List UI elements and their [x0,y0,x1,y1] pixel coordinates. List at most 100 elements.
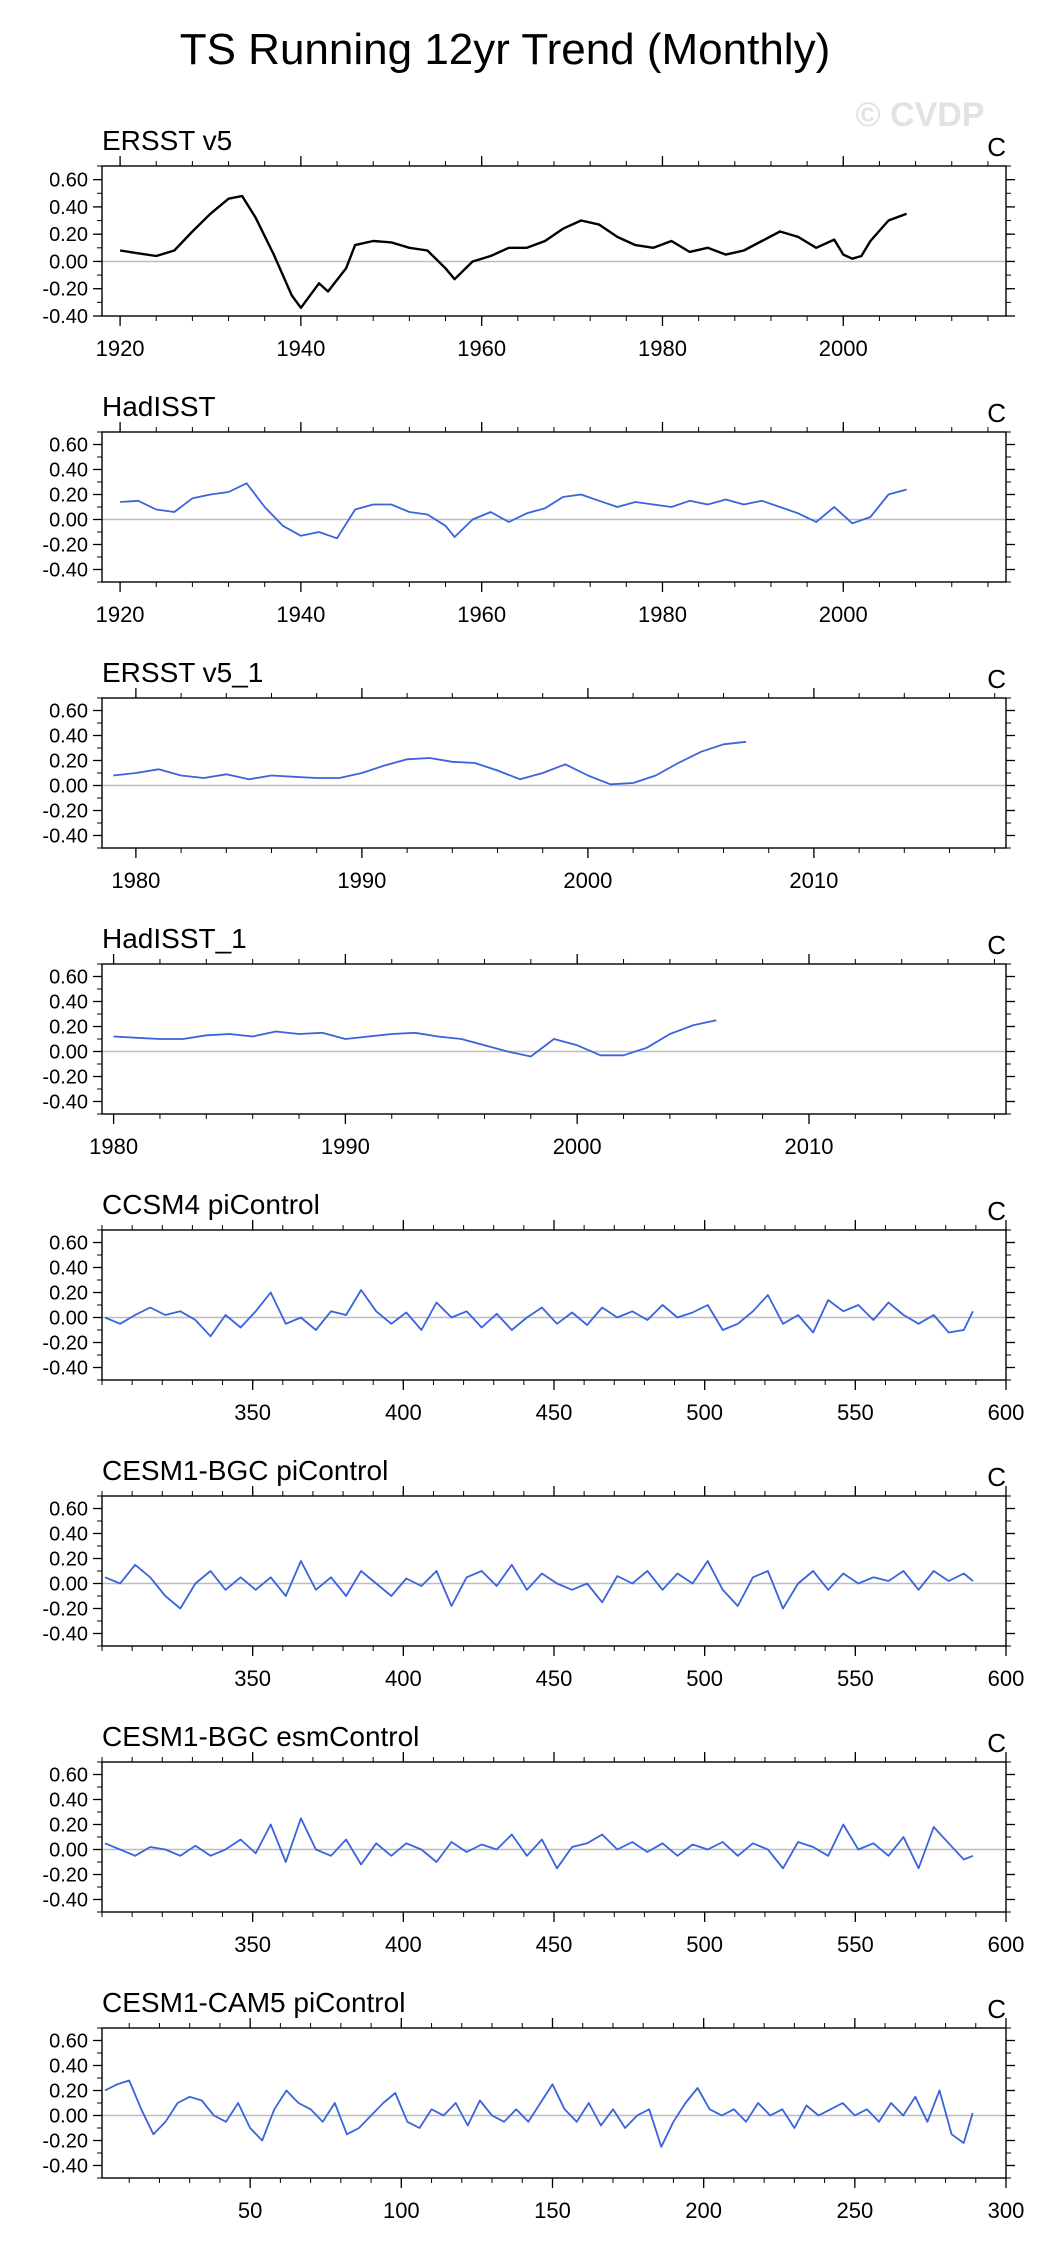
y-tick-label: 0.20 [49,751,88,773]
y-tick-label: 0.20 [49,1549,88,1571]
x-tick-label: 1940 [276,602,325,627]
panel-title: CCSM4 piControl [102,1189,320,1220]
x-tick-label: 1960 [457,336,506,361]
y-tick-label: -0.20 [42,1333,88,1355]
y-tick-label: 0.60 [49,701,88,723]
chart-panel-5: CCSM4 piControl C -0.40 -0.20 0.00 0.20 0.40 0.… [42,1189,1024,1425]
x-tick-label: 1960 [457,602,506,627]
x-tick-label: 2010 [784,1134,833,1159]
y-tick-label: 0.40 [49,1258,88,1280]
x-tick-label: 400 [385,1666,422,1691]
y-tick-label: 0.60 [49,435,88,457]
y-tick-label: -0.40 [42,1890,88,1912]
panel-units-label: C [987,1994,1006,2024]
plot-frame [101,697,1007,849]
panel-title: CESM1-CAM5 piControl [102,1987,405,2018]
y-tick-label: 0.20 [49,1283,88,1305]
x-tick-label: 2010 [789,868,838,893]
chart-panel-4: HadISST_1 C -0.40 -0.20 0.00 0.20 0.40 0.60 1980… [42,923,1015,1159]
y-tick-label: -0.20 [42,279,88,301]
x-tick-label: 450 [536,1932,573,1957]
y-tick-label: 0.20 [49,224,88,246]
x-tick-label: 350 [234,1400,271,1425]
plot-frame [101,1229,1007,1381]
panel-title: ERSST v5 [102,125,232,156]
y-tick-label: -0.40 [42,560,88,582]
y-tick-label: 0.20 [49,485,88,507]
x-tick-label: 2000 [563,868,612,893]
x-tick-label: 150 [534,2198,571,2223]
panel-units-label: C [987,1728,1006,1758]
y-tick-label: 0.60 [49,967,88,989]
x-tick-label: 100 [383,2198,420,2223]
y-tick-label: -0.20 [42,1865,88,1887]
x-tick-label: 300 [988,2198,1025,2223]
y-tick-label: -0.40 [42,1358,88,1380]
x-tick-label: 2000 [553,1134,602,1159]
y-tick-label: 0.40 [49,2056,88,2078]
y-tick-label: 0.00 [49,510,88,532]
panel-title: HadISST_1 [102,923,247,954]
chart-panel-8: CESM1-CAM5 piControl C -0.40 -0.20 0.00 0.20 0… [42,1987,1024,2223]
y-tick-label: 0.00 [49,1042,88,1064]
y-tick-label: 0.60 [49,1233,88,1255]
x-tick-label: 500 [686,1932,723,1957]
y-tick-label: 0.20 [49,2081,88,2103]
x-tick-label: 600 [988,1666,1025,1691]
x-tick-label: 600 [988,1932,1025,1957]
plot-frame [101,1495,1007,1647]
series-line [113,740,747,786]
x-tick-label: 550 [837,1400,874,1425]
y-tick-label: 0.40 [49,992,88,1014]
panel-title: HadISST [102,391,216,422]
x-tick-label: 1980 [111,868,160,893]
x-tick-label: 1980 [89,1134,138,1159]
x-tick-label: 550 [837,1666,874,1691]
series-line [119,194,908,309]
series-line [104,1560,974,1610]
y-tick-label: 0.60 [49,1765,88,1787]
panel-title: CESM1-BGC esmControl [102,1721,419,1752]
x-tick-label: 450 [536,1666,573,1691]
y-tick-label: 0.40 [49,726,88,748]
y-tick-label: 0.00 [49,1840,88,1862]
y-tick-label: 0.20 [49,1017,88,1039]
y-tick-label: 0.40 [49,197,88,219]
y-tick-label: 0.00 [49,2106,88,2128]
x-tick-label: 1920 [96,336,145,361]
y-tick-label: 0.40 [49,1524,88,1546]
x-tick-label: 1920 [96,602,145,627]
y-tick-label: 0.00 [49,1574,88,1596]
x-tick-label: 1980 [638,336,687,361]
figure-title: TS Running 12yr Trend (Monthly) [180,25,831,74]
panel-units-label: C [987,1462,1006,1492]
x-tick-label: 350 [234,1666,271,1691]
x-tick-label: 1940 [276,336,325,361]
chart-panel-3: ERSST v5_1 C -0.40 -0.20 0.00 0.20 0.40 0.60 198… [42,657,1015,893]
panel-units-label: C [987,132,1006,162]
y-tick-label: 0.60 [49,170,88,192]
y-tick-label: 0.20 [49,1815,88,1837]
y-tick-label: 0.00 [49,1308,88,1330]
y-tick-label: 0.00 [49,776,88,798]
panel-title: ERSST v5_1 [102,657,263,688]
series-line [120,482,907,540]
x-tick-label: 400 [385,1400,422,1425]
x-tick-label: 500 [686,1400,723,1425]
chart-panel-7: CESM1-BGC esmControl C -0.40 -0.20 0.00 0.20 0… [42,1721,1024,1957]
y-tick-label: -0.40 [42,1624,88,1646]
x-tick-label: 2000 [819,336,868,361]
x-tick-label: 1990 [337,868,386,893]
x-tick-label: 50 [238,2198,262,2223]
y-tick-label: -0.40 [42,1092,88,1114]
x-tick-label: 2000 [819,602,868,627]
series-line [113,1019,717,1058]
plot-frame [101,1761,1007,1913]
y-tick-label: -0.20 [42,1067,88,1089]
panel-title: CESM1-BGC piControl [102,1455,388,1486]
y-tick-label: 0.60 [49,1499,88,1521]
y-tick-label: -0.20 [42,1599,88,1621]
x-tick-label: 1980 [638,602,687,627]
x-tick-label: 350 [234,1932,271,1957]
